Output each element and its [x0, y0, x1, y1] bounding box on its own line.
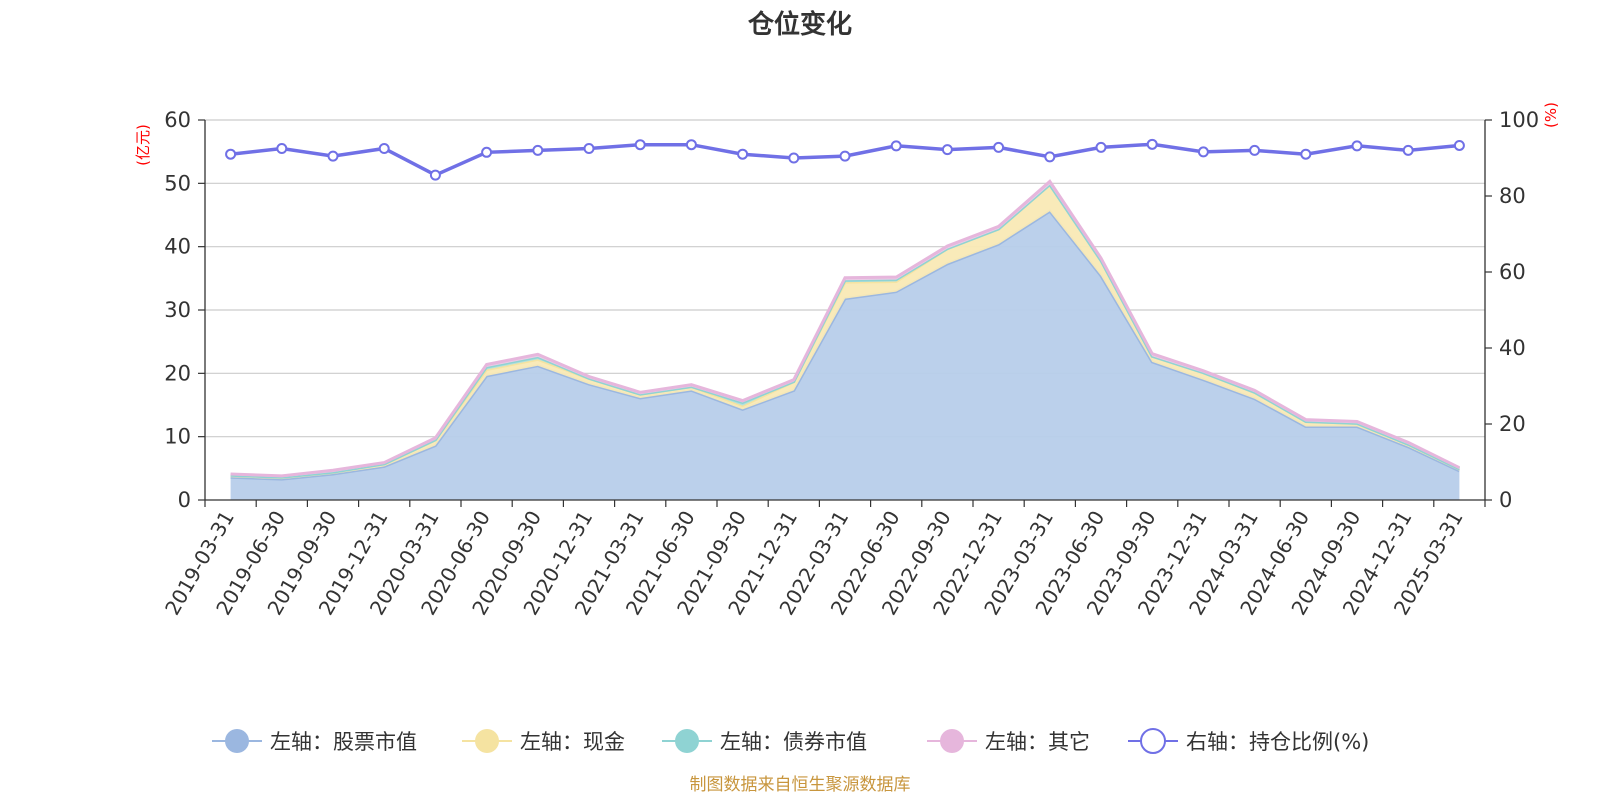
- ratio-point: [788, 152, 800, 164]
- right-tick-label: 0: [1499, 488, 1512, 512]
- ratio-point: [839, 150, 851, 162]
- left-tick-label: 0: [178, 488, 191, 512]
- right-tick-label: 20: [1499, 412, 1526, 436]
- ratio-point: [1249, 144, 1261, 156]
- ratio-point: [225, 148, 237, 160]
- ratio-point: [1300, 148, 1312, 160]
- ratio-point: [481, 146, 493, 158]
- left-tick-label: 40: [164, 235, 191, 259]
- area-line-左轴：其它: [230, 179, 1461, 478]
- area-左轴：股票市值: [230, 211, 1460, 500]
- chart-title: 仓位变化: [747, 9, 852, 40]
- ratio-point: [276, 143, 288, 154]
- legend-label: 左轴：其它: [985, 730, 1090, 754]
- right-tick-label: 40: [1499, 336, 1526, 360]
- ratio-point: [429, 169, 441, 181]
- ratio-point: [378, 143, 390, 154]
- legend-label: 右轴：持仓比例(%): [1186, 730, 1369, 754]
- ratio-point: [1146, 138, 1158, 150]
- source-note: 制图数据来自恒生聚源数据库: [690, 775, 911, 795]
- legend-label: 左轴：股票市值: [270, 730, 417, 754]
- stacked-areas: [230, 179, 1461, 500]
- right-tick-label: 60: [1499, 260, 1526, 284]
- legend-label: 左轴：现金: [520, 730, 625, 754]
- left-tick-label: 10: [164, 425, 191, 449]
- legend-label: 左轴：债券市值: [720, 730, 867, 754]
- left-tick-label: 50: [164, 171, 191, 195]
- legend-marker: [225, 729, 249, 753]
- ratio-point: [583, 143, 595, 154]
- ratio-point: [1197, 146, 1209, 158]
- left-tick-label: 30: [164, 298, 191, 322]
- ratio-point: [941, 144, 953, 156]
- ratio-point: [993, 141, 1005, 153]
- legend-marker: [940, 729, 964, 753]
- ratio-point: [532, 144, 544, 156]
- ratio-point: [1453, 139, 1465, 151]
- left-axis-unit: (亿元): [134, 124, 152, 166]
- legend-marker: [475, 729, 499, 753]
- ratio-point: [685, 139, 697, 151]
- ratio-line: [225, 138, 1465, 181]
- ratio-point: [737, 148, 749, 160]
- right-tick-label: 100: [1499, 108, 1539, 132]
- ratio-point: [327, 150, 339, 162]
- ratio-point: [1095, 141, 1107, 153]
- ratio-point: [890, 140, 902, 152]
- left-tick-label: 20: [164, 361, 191, 385]
- ratio-point: [1402, 144, 1414, 156]
- ratio-point: [1351, 140, 1363, 152]
- ratio-point: [1044, 151, 1056, 163]
- legend-marker: [1140, 728, 1166, 754]
- left-tick-label: 60: [164, 108, 191, 132]
- right-axis-unit: (%): [1542, 102, 1560, 128]
- ratio-point: [634, 139, 646, 151]
- right-tick-label: 80: [1499, 184, 1526, 208]
- legend-marker: [675, 729, 699, 753]
- legend: 左轴：股票市值 左轴：现金 左轴：债券市值 左轴：其它 右轴：持仓比例(%): [212, 728, 1369, 754]
